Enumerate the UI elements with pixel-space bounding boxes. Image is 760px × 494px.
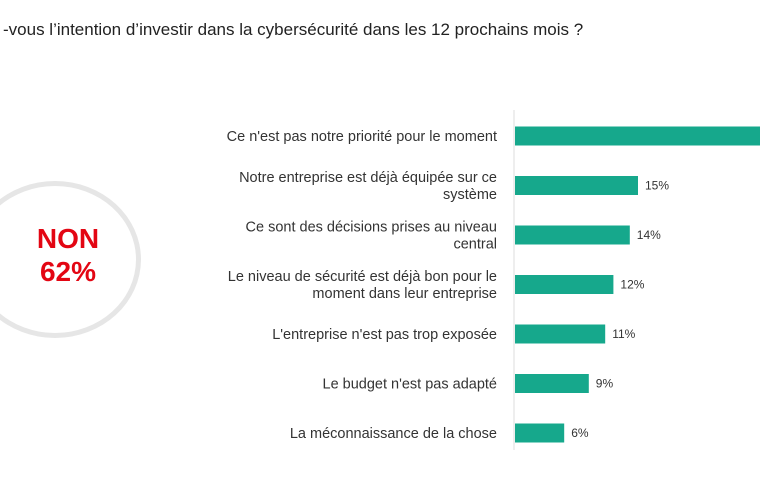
value-label: 9% — [596, 377, 614, 391]
category-label: Le niveau de sécurité est déjà bon pour … — [228, 269, 497, 285]
category-label: Notre entreprise est déjà équipée sur ce — [239, 170, 497, 186]
category-label: central — [453, 237, 497, 253]
value-label: 12% — [620, 278, 644, 292]
category-label: système — [443, 187, 497, 203]
bar — [515, 225, 630, 245]
bar — [515, 374, 589, 393]
category-label: Ce sont des décisions prises au niveau — [246, 220, 497, 236]
bar — [515, 176, 638, 195]
value-label: 14% — [637, 228, 661, 242]
value-label: 11% — [612, 327, 635, 341]
category-label: L'entreprise n'est pas trop exposée — [272, 327, 497, 343]
bar — [515, 324, 606, 344]
badge-value: 62% — [39, 256, 97, 287]
category-label: Ce n'est pas notre priorité pour le mome… — [227, 129, 497, 145]
chart-title: -vous l’intention d’investir dans la cyb… — [3, 20, 584, 39]
category-label: La méconnaissance de la chose — [290, 426, 497, 442]
bar — [515, 126, 760, 146]
value-label: 15% — [645, 179, 669, 193]
bar — [515, 423, 565, 443]
non-badge: NON 62% — [18, 222, 118, 288]
bar — [515, 275, 614, 294]
badge-label: NON — [36, 223, 100, 254]
category-label: Le budget n'est pas adapté — [323, 377, 498, 393]
value-label: 6% — [571, 426, 589, 440]
category-label: moment dans leur entreprise — [312, 286, 497, 302]
badge-ring — [0, 181, 141, 338]
